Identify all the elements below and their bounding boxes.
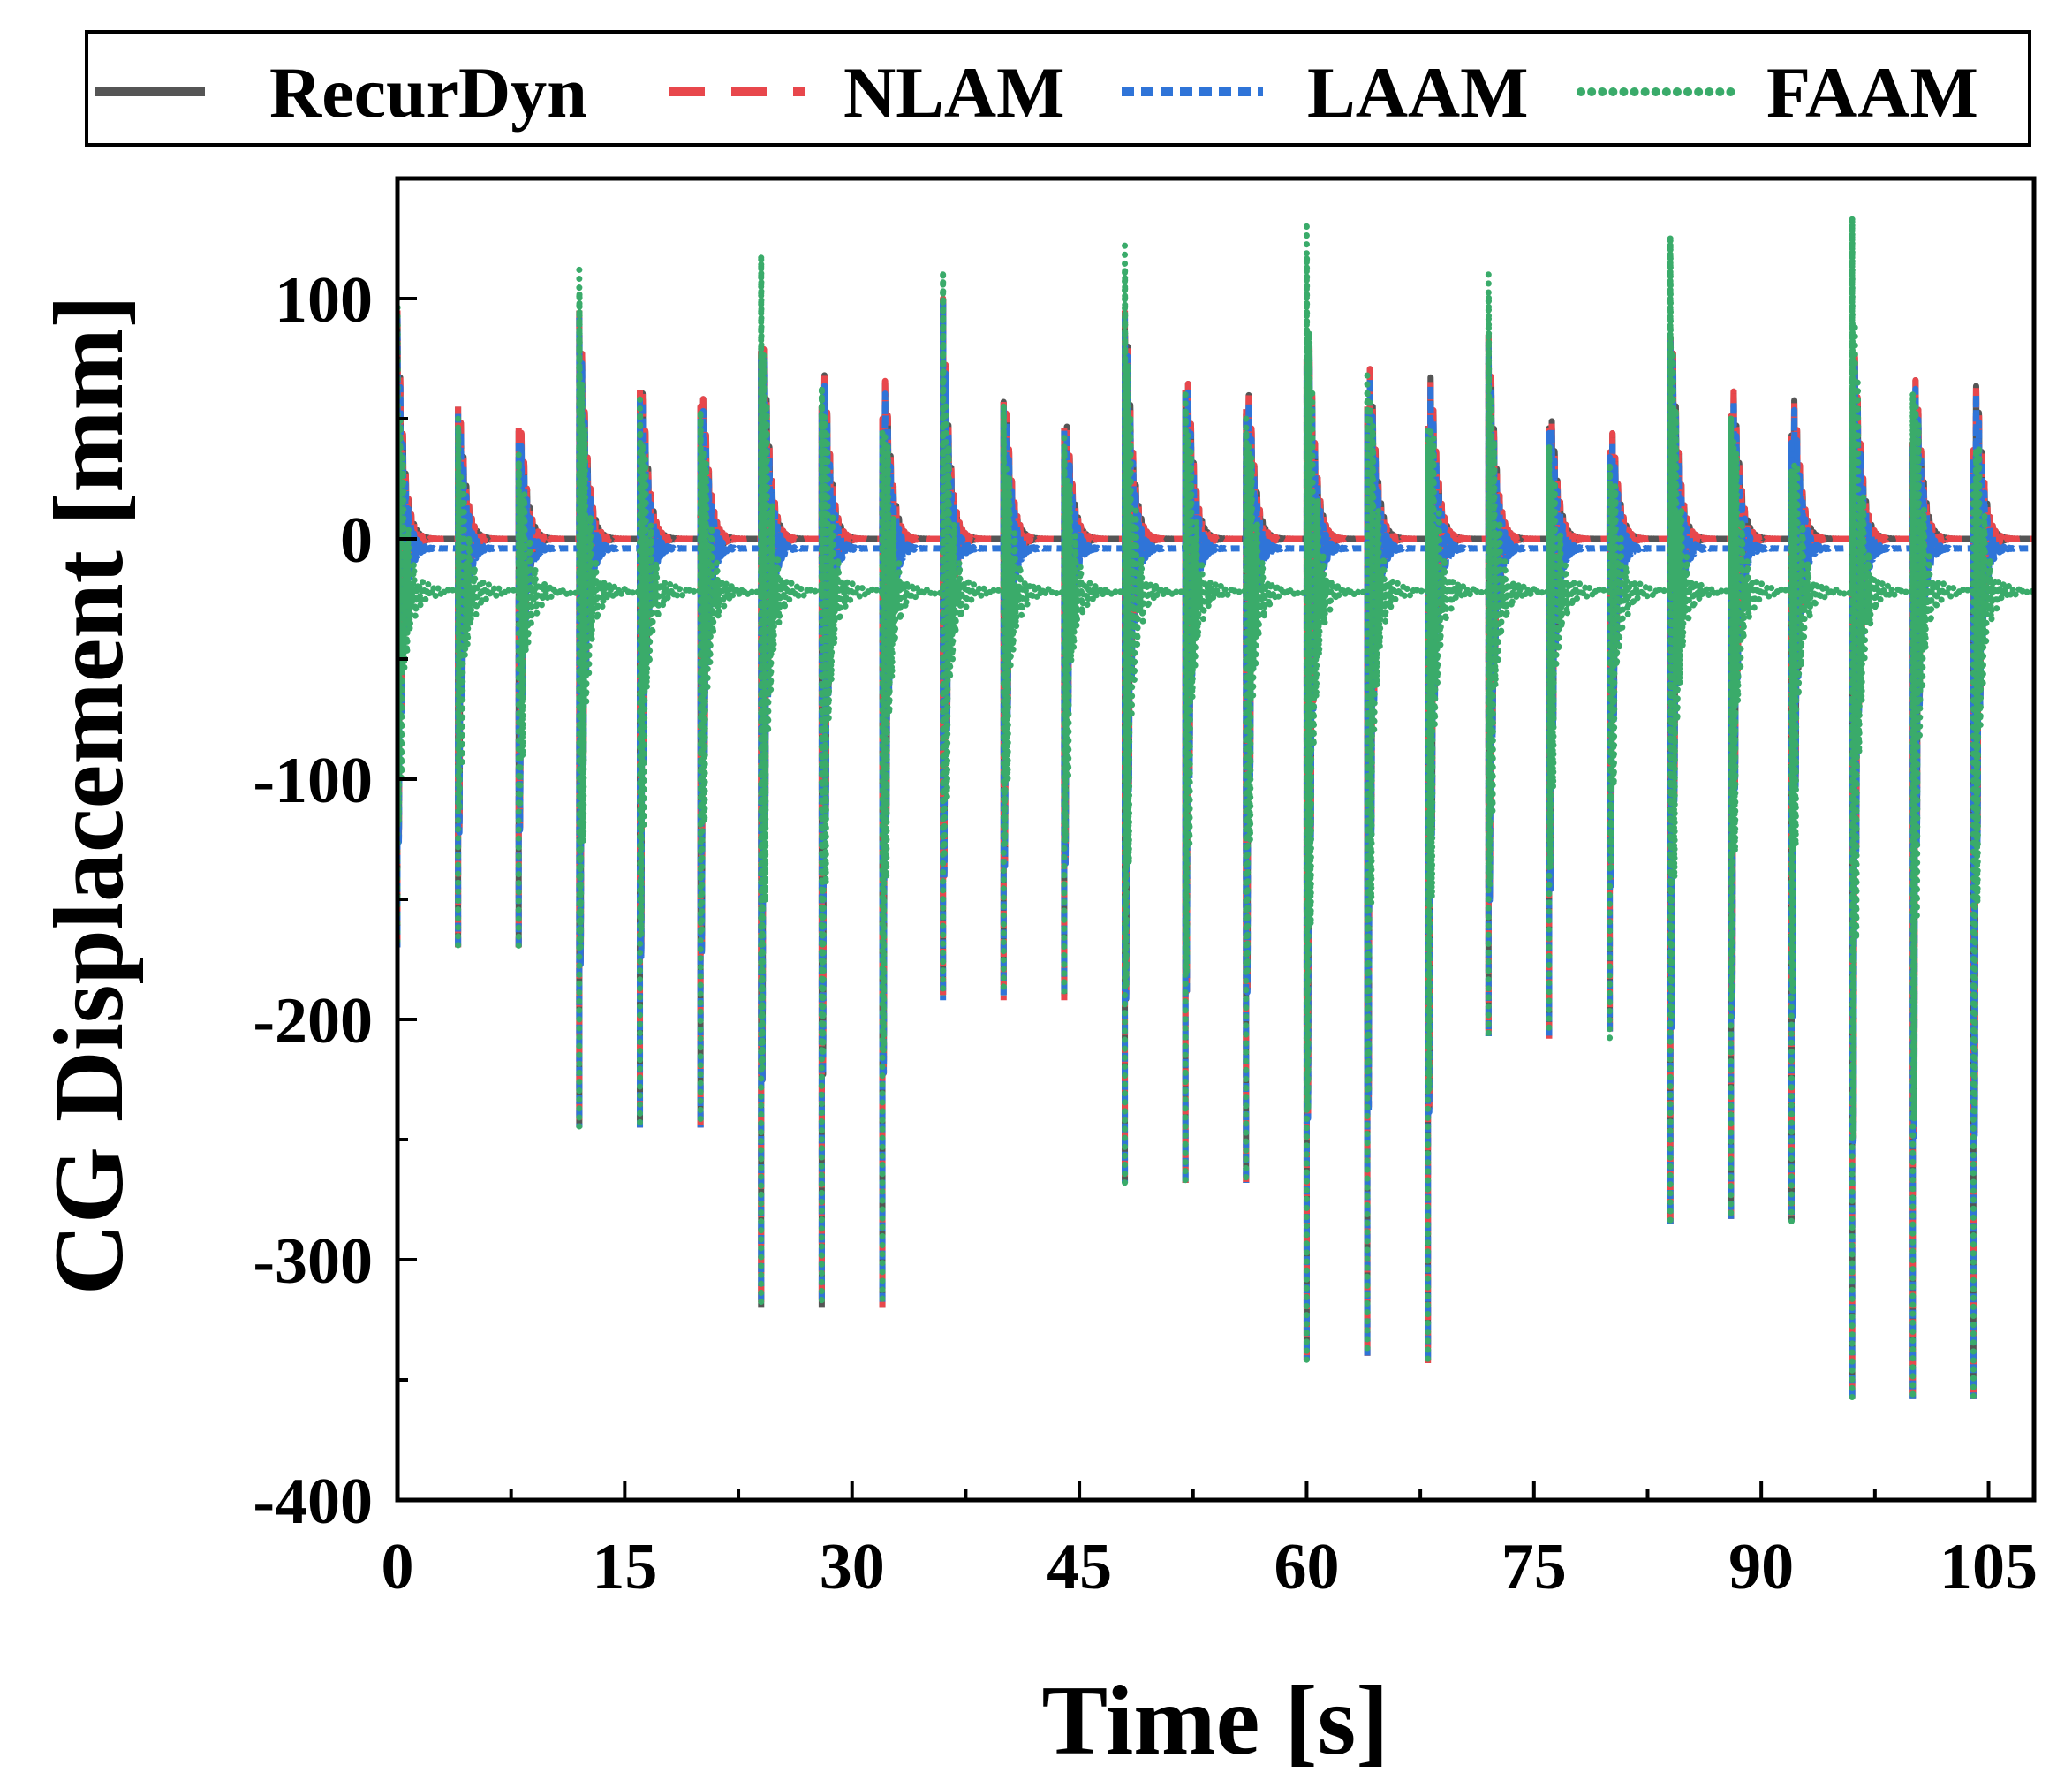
y-tick-label: -300 <box>253 1225 373 1298</box>
series-layer <box>397 216 2034 1403</box>
x-axis-title: Time [s] <box>1042 1666 1389 1776</box>
x-tick-label: 75 <box>1501 1531 1567 1603</box>
legend-box <box>85 30 2031 147</box>
x-tick-label: 45 <box>1047 1531 1112 1603</box>
legend: RecurDyn NLAM LAAM FAAM <box>85 30 2031 147</box>
y-tick-label: 0 <box>340 504 373 577</box>
x-tick-label: 0 <box>382 1531 414 1603</box>
series-line-laam <box>397 299 2034 1145</box>
y-tick-label: -400 <box>253 1466 373 1538</box>
x-tick-label: 15 <box>592 1531 657 1603</box>
legend-label-nlam: NLAM <box>843 52 1065 133</box>
x-tick-label: 60 <box>1274 1531 1339 1603</box>
y-tick-label: 100 <box>275 264 373 337</box>
series-line-faam <box>397 216 2034 1141</box>
x-tick-label: 30 <box>820 1531 885 1603</box>
series-line-nlam <box>397 295 2034 1141</box>
y-tick-label: -200 <box>253 985 373 1057</box>
y-tick-label: -100 <box>253 745 373 817</box>
x-tick-label: 90 <box>1728 1531 1794 1603</box>
ticks-layer: 0 15 30 45 60 75 90 105 -400 -300 -200 -100 0 100 <box>253 177 2038 1603</box>
plot-frame <box>395 176 2037 1503</box>
y-axis-title: CG Displacement [mm] <box>34 295 144 1295</box>
legend-label-faam: FAAM <box>1766 52 1978 133</box>
legend-label-laam: LAAM <box>1307 52 1529 133</box>
x-tick-label: 105 <box>1940 1531 2038 1603</box>
legend-label-recurdyn: RecurDyn <box>269 52 587 133</box>
